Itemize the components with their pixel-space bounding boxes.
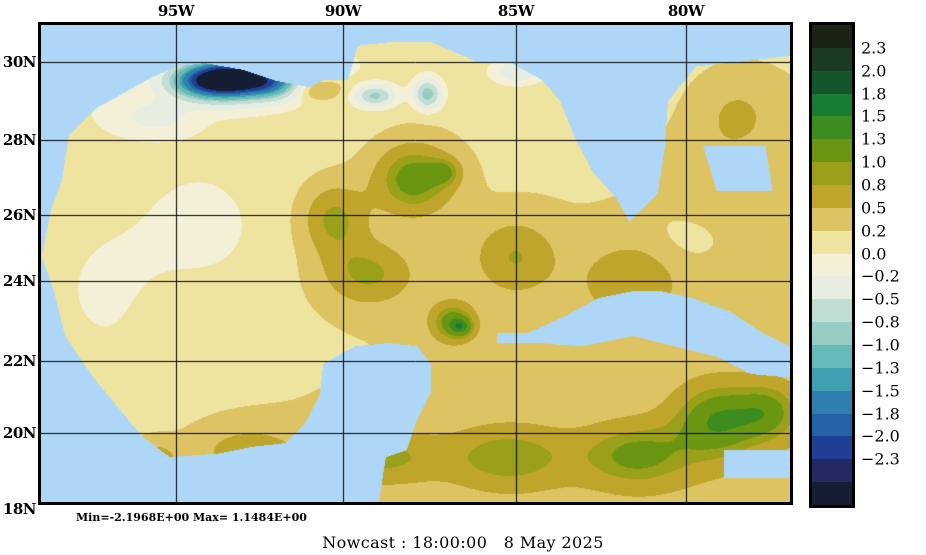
- colorbar-band: [812, 47, 852, 71]
- colorbar-tick-label: −1.0: [861, 335, 900, 355]
- colorbar-band: [812, 322, 852, 346]
- colorbar-tick-label: 0.0: [861, 244, 887, 264]
- colorbar-band: [812, 459, 852, 483]
- lat-tick-label: 30N: [2, 53, 37, 71]
- lon-tick-label: 95W: [157, 2, 195, 20]
- lat-tick-label: 22N: [2, 352, 37, 370]
- colorbar-band: [812, 139, 852, 163]
- colorbar-tick-label: −1.3: [861, 358, 900, 378]
- colorbar-band: [812, 482, 852, 506]
- lon-tick-label: 90W: [324, 2, 362, 20]
- colorbar-tick-label: −0.2: [861, 266, 900, 286]
- colorbar-band: [812, 162, 852, 186]
- colorbar-band: [812, 390, 852, 414]
- colorbar-band: [812, 276, 852, 300]
- colorbar-band: [812, 299, 852, 323]
- colorbar-tick-label: 0.8: [861, 175, 887, 195]
- colorbar-band: [812, 116, 852, 140]
- colorbar-band: [812, 207, 852, 231]
- lat-tick-label: 18N: [2, 500, 37, 518]
- colorbar: [809, 22, 855, 508]
- colorbar-tick-labels: 2.3 2.0 1.8 1.5 1.3 1.0 0.8 0.5 0.2 0.0 −0.2 −0.5 −0…: [861, 22, 923, 508]
- colorbar-tick-label: 2.0: [861, 61, 887, 81]
- lat-tick-label: 26N: [2, 206, 37, 224]
- nowcast-timestamp: Nowcast : 18:00:00 8 May 2025: [0, 533, 926, 552]
- colorbar-tick-label: −2.3: [861, 449, 900, 469]
- anomaly-field-canvas: [41, 25, 790, 502]
- colorbar-band: [812, 345, 852, 368]
- lon-tick-label: 85W: [497, 2, 535, 20]
- colorbar-tick-label: −1.5: [861, 381, 900, 401]
- colorbar-tick-label: 1.3: [861, 129, 887, 149]
- colorbar-band: [812, 93, 852, 117]
- colorbar-band: [812, 25, 852, 48]
- colorbar-band: [812, 367, 852, 391]
- lon-tick-label: 80W: [667, 2, 705, 20]
- map-plot-area: [38, 22, 793, 505]
- lat-tick-label: 24N: [2, 272, 37, 290]
- colorbar-tick-label: 1.0: [861, 152, 887, 172]
- min-max-readout: Min=-2.1968E+00 Max= 1.1484E+00: [76, 511, 307, 524]
- lat-tick-label: 28N: [2, 131, 37, 149]
- colorbar-band: [812, 230, 852, 254]
- colorbar-tick-label: 0.2: [861, 221, 887, 241]
- colorbar-tick-label: −0.5: [861, 289, 900, 309]
- colorbar-tick-label: 1.8: [861, 84, 887, 104]
- colorbar-band: [812, 413, 852, 437]
- lat-tick-label: 20N: [2, 424, 37, 442]
- colorbar-band: [812, 70, 852, 94]
- colorbar-tick-label: −0.8: [861, 312, 900, 332]
- colorbar-tick-label: −1.8: [861, 404, 900, 424]
- colorbar-band: [812, 185, 852, 208]
- colorbar-tick-label: 0.5: [861, 198, 887, 218]
- colorbar-band: [812, 253, 852, 277]
- colorbar-tick-label: 2.3: [861, 38, 887, 58]
- nowcast-line: Nowcast : 18:00:00 8 May 2025: [322, 533, 604, 552]
- colorbar-tick-label: −2.0: [861, 426, 900, 446]
- colorbar-tick-label: 1.5: [861, 106, 887, 126]
- colorbar-band: [812, 436, 852, 460]
